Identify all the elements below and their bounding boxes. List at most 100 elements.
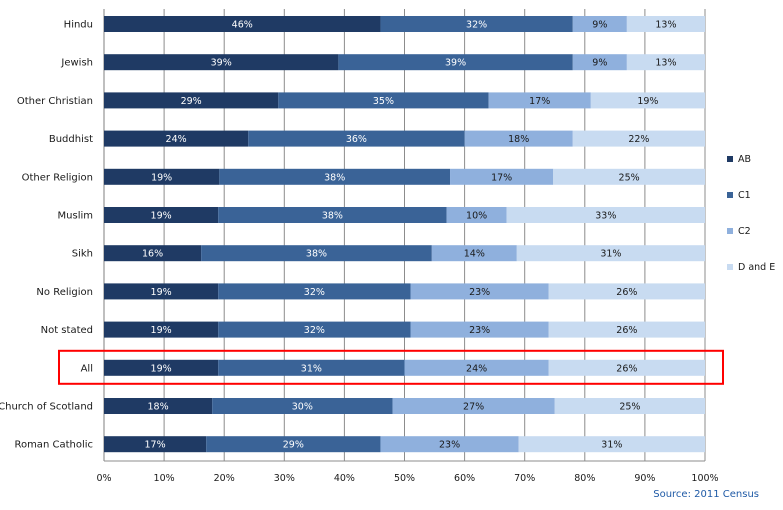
bar-segment-c2 bbox=[431, 245, 517, 262]
data-label: 38% bbox=[324, 172, 345, 183]
x-tick-label: 60% bbox=[454, 473, 475, 484]
x-tick-label: 50% bbox=[394, 473, 415, 484]
bar-segment-ab bbox=[104, 16, 381, 32]
data-label: 38% bbox=[322, 211, 343, 222]
data-label: 14% bbox=[464, 249, 485, 260]
labels-layer: Hindu 46% 32% 9% 13% Jewish 39% 39% 9% 13% Other C… bbox=[0, 20, 676, 451]
bar-segment-c2 bbox=[572, 16, 627, 32]
source-label: Source: 2011 Census bbox=[653, 489, 759, 500]
bars-layer bbox=[104, 16, 705, 453]
bar-segment-c1 bbox=[219, 168, 451, 185]
bar-segment-d-and-e bbox=[572, 130, 705, 147]
bar-segment-d-and-e bbox=[554, 398, 705, 414]
data-label: 19% bbox=[151, 172, 172, 183]
bar-segment-ab bbox=[104, 92, 279, 109]
data-label: 26% bbox=[616, 325, 637, 336]
bar-segment-ab bbox=[104, 283, 219, 300]
x-tick-label: 100% bbox=[691, 473, 718, 484]
bar-segment-c1 bbox=[212, 398, 393, 414]
bar-segment-ab bbox=[104, 207, 219, 223]
bar-segment-d-and-e bbox=[553, 168, 705, 185]
data-label: 16% bbox=[142, 249, 163, 260]
bar-segment-c1 bbox=[201, 245, 432, 262]
bar-segment-c1 bbox=[206, 436, 381, 453]
category-label: Sikh bbox=[72, 249, 93, 260]
bar-segment-c1 bbox=[218, 359, 405, 376]
x-tick-label: 10% bbox=[154, 473, 175, 484]
category-label: Buddhist bbox=[49, 134, 93, 145]
data-label: 19% bbox=[637, 96, 658, 107]
bar-segment-ab bbox=[104, 398, 213, 414]
legend-swatch-c1 bbox=[727, 192, 733, 198]
x-tick-label: 20% bbox=[214, 473, 235, 484]
bar-segment-d-and-e bbox=[548, 359, 705, 376]
data-label: 19% bbox=[151, 287, 172, 298]
data-label: 35% bbox=[373, 96, 394, 107]
bar-segment-c2 bbox=[572, 54, 627, 71]
bar-segment-c2 bbox=[410, 321, 549, 338]
data-label: 31% bbox=[600, 249, 621, 260]
data-label: 33% bbox=[595, 211, 616, 222]
data-label: 25% bbox=[619, 402, 640, 413]
highlight-box-all bbox=[58, 349, 724, 385]
x-tick-label: 70% bbox=[514, 473, 535, 484]
bar-segment-c2 bbox=[464, 130, 573, 147]
category-label: Muslim bbox=[58, 211, 93, 222]
category-label: Not stated bbox=[41, 325, 93, 336]
data-label: 18% bbox=[148, 402, 169, 413]
legend-label: C2 bbox=[738, 226, 751, 237]
data-label: 39% bbox=[445, 58, 466, 69]
data-label: 9% bbox=[592, 20, 607, 31]
data-label: 36% bbox=[346, 134, 367, 145]
bar-segment-ab bbox=[104, 130, 249, 147]
data-label: 27% bbox=[463, 402, 484, 413]
data-label: 10% bbox=[466, 211, 487, 222]
bar-segment-c2 bbox=[392, 398, 555, 414]
data-label: 19% bbox=[151, 363, 172, 374]
data-label: 13% bbox=[655, 58, 676, 69]
bar-segment-d-and-e bbox=[518, 436, 705, 453]
x-tick-label: 30% bbox=[274, 473, 295, 484]
bar-segment-c2 bbox=[446, 207, 507, 223]
data-label: 24% bbox=[466, 363, 487, 374]
x-axis: 0% 10% 20% 30% 40% 50% 60% 70% 80% 90% 100% bbox=[96, 460, 719, 484]
data-label: 29% bbox=[181, 96, 202, 107]
bar-segment-c2 bbox=[380, 436, 519, 453]
bar-segment-ab bbox=[104, 321, 219, 338]
data-label: 19% bbox=[151, 211, 172, 222]
data-label: 31% bbox=[301, 363, 322, 374]
data-label: 22% bbox=[628, 134, 649, 145]
x-tick-label: 0% bbox=[96, 473, 111, 484]
bar-segment-c1 bbox=[278, 92, 489, 109]
data-label: 23% bbox=[469, 325, 490, 336]
legend-swatch-c2 bbox=[727, 228, 733, 234]
data-label: 26% bbox=[616, 287, 637, 298]
bar-segment-c1 bbox=[218, 321, 411, 338]
category-label: Other Christian bbox=[17, 96, 93, 107]
legend-label: AB bbox=[738, 154, 751, 165]
data-label: 23% bbox=[439, 440, 460, 451]
bar-segment-c1 bbox=[248, 130, 465, 147]
data-label: 17% bbox=[491, 172, 512, 183]
data-label: 46% bbox=[232, 20, 253, 31]
bar-segment-d-and-e bbox=[626, 54, 705, 71]
bar-segment-ab bbox=[104, 359, 219, 376]
bar-segment-ab bbox=[104, 245, 202, 262]
x-tick-label: 80% bbox=[574, 473, 595, 484]
legend-label: D and E bbox=[738, 262, 775, 273]
bar-segment-ab bbox=[104, 168, 220, 185]
x-tick-label: 40% bbox=[334, 473, 355, 484]
data-label: 17% bbox=[145, 440, 166, 451]
category-label: Roman Catholic bbox=[14, 440, 93, 451]
bar-segment-d-and-e bbox=[506, 207, 705, 223]
bar-segment-c2 bbox=[488, 92, 591, 109]
legend-swatch-d-and-e bbox=[727, 264, 733, 270]
bar-segment-d-and-e bbox=[548, 283, 705, 300]
legend-label: C1 bbox=[738, 190, 751, 201]
data-label: 9% bbox=[592, 58, 607, 69]
data-label: 30% bbox=[292, 402, 313, 413]
bar-segment-ab bbox=[104, 54, 339, 71]
bar-segment-ab bbox=[104, 436, 207, 453]
